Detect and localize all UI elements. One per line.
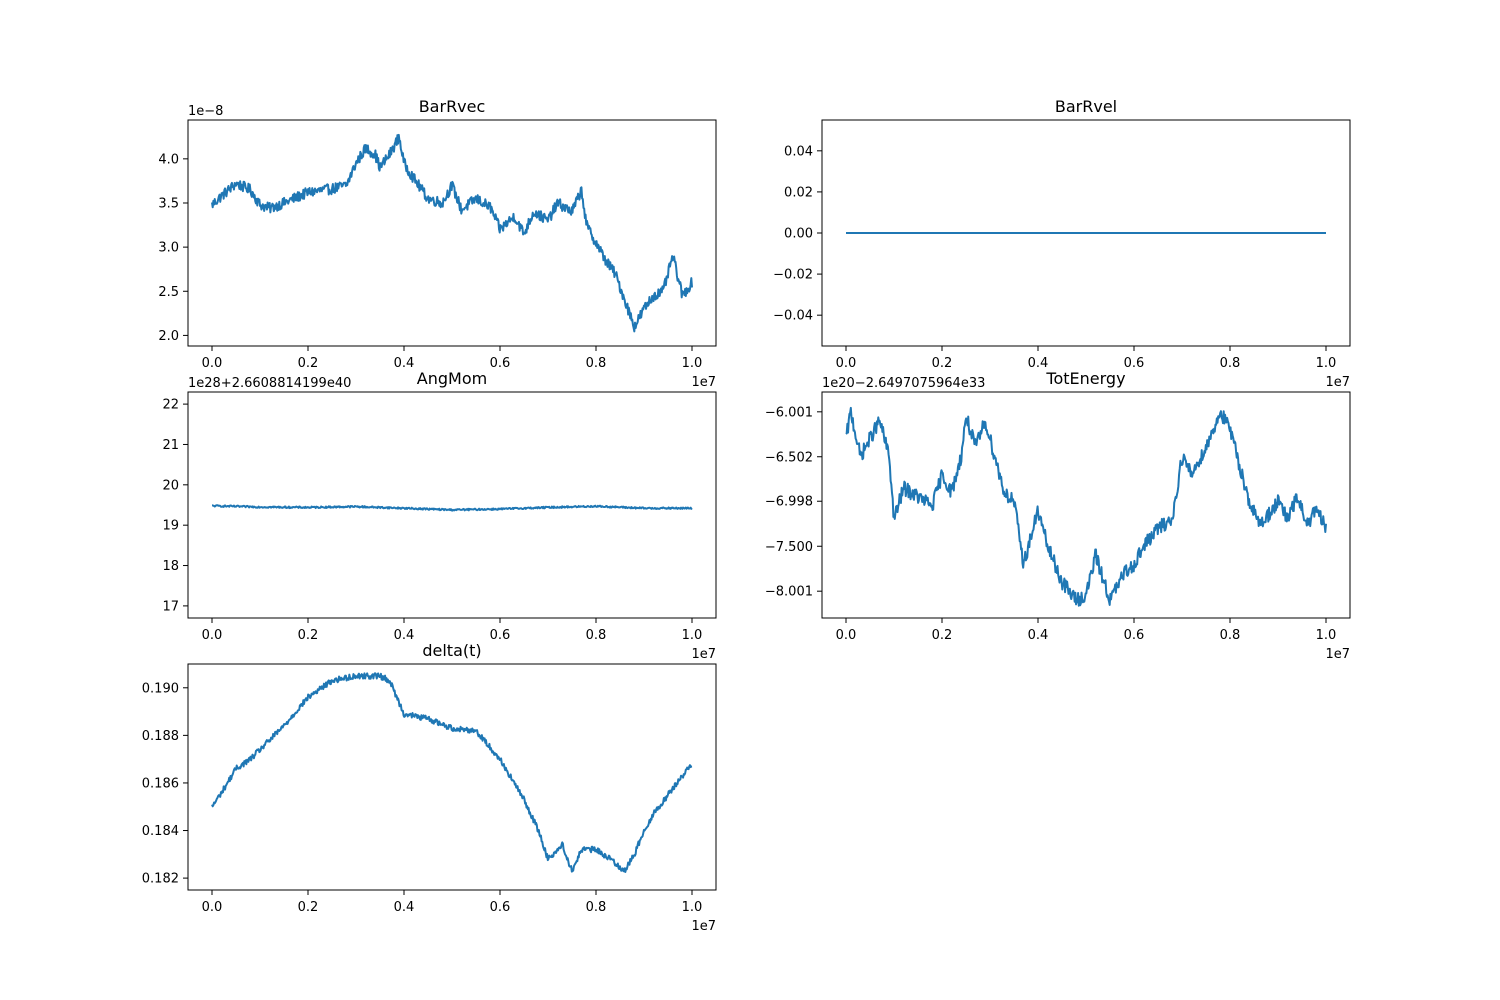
subplot-title: BarRvec (419, 97, 486, 116)
subplot-0: BarRvec 0.0 0.2 0.4 0.6 0.8 1.0 2.0 2.5 3.0 3.5 4.0… (158, 97, 717, 390)
subplot-1: BarRvel 0.0 0.2 0.4 0.6 0.8 1.0 −0.04 −0.02 0.00 0… (773, 97, 1351, 390)
x-tick-label: 1.0 (682, 628, 703, 643)
subplot-title: delta(t) (422, 641, 481, 660)
x-tick-label: 0.0 (202, 628, 223, 643)
y-tick-label: 0.182 (142, 872, 179, 887)
x-tick-label: 1.0 (682, 900, 703, 915)
x-tick-label: 0.4 (394, 628, 415, 643)
x-tick-label: 0.6 (1124, 628, 1145, 643)
subplot-4: delta(t) 0.0 0.2 0.4 0.6 0.8 1.0 0.182 0.184 0.18… (142, 641, 717, 934)
subplot-title: BarRvel (1055, 97, 1117, 116)
subplot-title: AngMom (417, 369, 487, 388)
y-tick-label: 0.00 (784, 227, 813, 242)
y-offset-label: 1e28+2.6608814199e40 (188, 376, 351, 391)
y-tick-label: 0.188 (142, 729, 179, 744)
y-tick-label: 22 (162, 398, 179, 413)
x-tick-label: 0.6 (490, 628, 511, 643)
y-offset-label: 1e20−2.6497075964e33 (822, 376, 985, 391)
x-tick-label: 0.4 (394, 900, 415, 915)
x-tick-label: 0.2 (932, 356, 953, 371)
x-offset-label: 1e7 (691, 919, 716, 934)
x-tick-label: 0.6 (490, 900, 511, 915)
y-tick-label: 4.0 (158, 152, 179, 167)
x-tick-label: 0.2 (298, 628, 319, 643)
axes-frame (187, 663, 717, 891)
x-offset-label: 1e7 (691, 647, 716, 662)
x-tick-label: 0.6 (1124, 356, 1145, 371)
x-tick-label: 0.8 (1220, 628, 1241, 643)
y-tick-label: 0.04 (784, 144, 813, 159)
series-line (845, 406, 1327, 607)
x-tick-label: 0.8 (1220, 356, 1241, 371)
y-tick-label: 3.0 (158, 241, 179, 256)
y-tick-label: 0.184 (142, 824, 179, 839)
subplot-2: AngMom 0.0 0.2 0.4 0.6 0.8 1.0 17 18 19 20 21 22 1e7 1… (162, 369, 717, 662)
x-tick-label: 0.0 (202, 900, 223, 915)
y-tick-label: 0.02 (784, 185, 813, 200)
y-tick-label: −7.500 (765, 540, 813, 555)
x-tick-label: 1.0 (1316, 628, 1337, 643)
subplot-3: TotEnergy 0.0 0.2 0.4 0.6 0.8 1.0 −8.001 −7.500 −… (765, 369, 1351, 662)
x-offset-label: 1e7 (691, 375, 716, 390)
x-tick-label: 0.8 (586, 900, 607, 915)
axes-frame (187, 119, 717, 347)
y-offset-label: 1e−8 (188, 104, 223, 119)
y-tick-label: −6.502 (765, 450, 813, 465)
y-tick-label: −6.001 (765, 405, 813, 420)
y-tick-label: 20 (162, 478, 179, 493)
y-tick-label: 2.0 (158, 329, 179, 344)
x-tick-label: 0.4 (1028, 356, 1049, 371)
y-tick-label: 21 (162, 438, 179, 453)
x-tick-label: 0.2 (932, 628, 953, 643)
subplot-title: TotEnergy (1045, 369, 1125, 388)
y-tick-label: −0.02 (773, 268, 813, 283)
x-tick-label: 0.4 (1028, 628, 1049, 643)
axes-frame (821, 391, 1351, 619)
y-tick-label: 2.5 (158, 285, 179, 300)
x-tick-label: 0.0 (202, 356, 223, 371)
x-tick-label: 0.0 (836, 356, 857, 371)
x-tick-label: 1.0 (1316, 356, 1337, 371)
x-offset-label: 1e7 (1325, 375, 1350, 390)
x-tick-label: 0.4 (394, 356, 415, 371)
x-tick-label: 0.8 (586, 628, 607, 643)
series-line (211, 504, 693, 512)
y-tick-label: 19 (162, 519, 179, 534)
y-tick-label: 17 (162, 599, 179, 614)
y-tick-label: 0.186 (142, 776, 179, 791)
x-tick-label: 1.0 (682, 356, 703, 371)
x-tick-label: 0.6 (490, 356, 511, 371)
x-tick-label: 0.2 (298, 900, 319, 915)
y-tick-label: 3.5 (158, 196, 179, 211)
x-tick-label: 0.2 (298, 356, 319, 371)
y-tick-label: −0.04 (773, 309, 813, 324)
y-tick-label: 0.190 (142, 681, 179, 696)
axes-frame (187, 391, 717, 619)
y-tick-label: −8.001 (765, 585, 813, 600)
y-tick-label: −6.998 (765, 495, 813, 510)
y-tick-label: 18 (162, 559, 179, 574)
x-tick-label: 0.0 (836, 628, 857, 643)
series-line (211, 672, 693, 873)
x-offset-label: 1e7 (1325, 647, 1350, 662)
x-tick-label: 0.8 (586, 356, 607, 371)
series-line (211, 133, 693, 333)
